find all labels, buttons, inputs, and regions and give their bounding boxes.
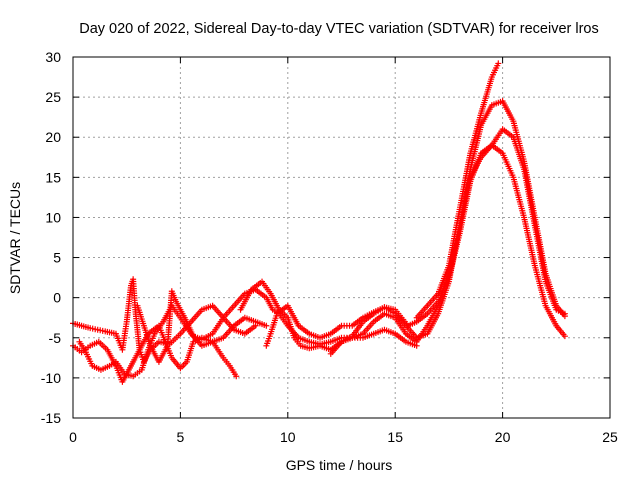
y-tick-label: 30: [45, 49, 61, 65]
series-satellite-track-8: [413, 60, 502, 321]
data-point: [561, 310, 568, 317]
y-tick-label: 10: [45, 209, 61, 225]
x-tick-label: 20: [495, 429, 511, 445]
data-point: [233, 373, 240, 380]
series-satellite-track-4: [134, 286, 420, 365]
y-tick-label: 25: [45, 89, 61, 105]
x-tick-label: 5: [177, 429, 185, 445]
plot-frame: [72, 56, 611, 419]
chart-title: Day 020 of 2022, Sidereal Day-to-day VTE…: [79, 21, 599, 37]
data-point: [561, 333, 568, 340]
data-points: [70, 60, 568, 385]
y-tick-label: -5: [49, 330, 62, 346]
x-tick-label: 0: [69, 429, 77, 445]
data-point: [263, 322, 270, 329]
y-tick-label: 0: [53, 290, 61, 306]
grid-lines: [73, 57, 610, 418]
x-tick-label: 10: [280, 429, 296, 445]
y-tick-label: 20: [45, 129, 61, 145]
y-tick-label: -15: [41, 410, 61, 426]
series-satellite-track-1: [70, 276, 259, 365]
axis-ticks: 0 5 10 15 20 25 -15 -10 -5 0 5 10 15 20 25 30: [41, 49, 618, 445]
y-tick-label: -10: [41, 370, 61, 386]
y-axis-label: SDTVAR / TECUs: [7, 182, 23, 294]
series-satellite-track-2: [70, 322, 240, 385]
data-point: [495, 60, 502, 67]
x-tick-label: 25: [602, 429, 618, 445]
y-tick-label: 15: [45, 169, 61, 185]
y-tick-label: 5: [53, 250, 61, 266]
x-axis-label: GPS time / hours: [286, 457, 393, 473]
x-tick-label: 15: [387, 429, 403, 445]
